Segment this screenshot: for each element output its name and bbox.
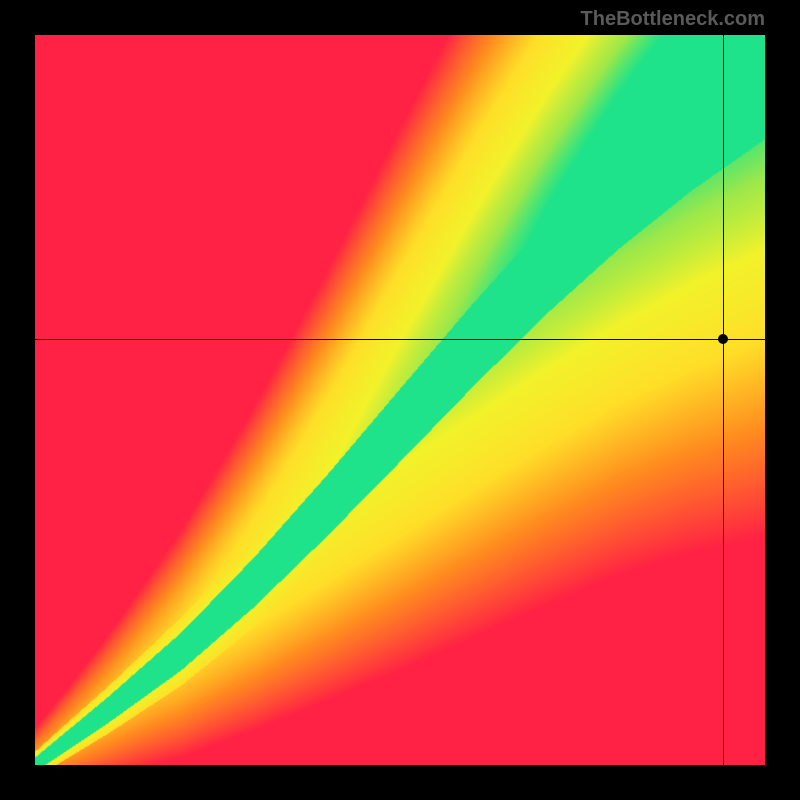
chart-stage: TheBottleneck.com xyxy=(0,0,800,800)
crosshair-vertical-line xyxy=(723,35,724,765)
crosshair-horizontal-line xyxy=(35,339,765,340)
bottleneck-heatmap xyxy=(35,35,765,765)
watermark-text: TheBottleneck.com xyxy=(581,8,765,31)
